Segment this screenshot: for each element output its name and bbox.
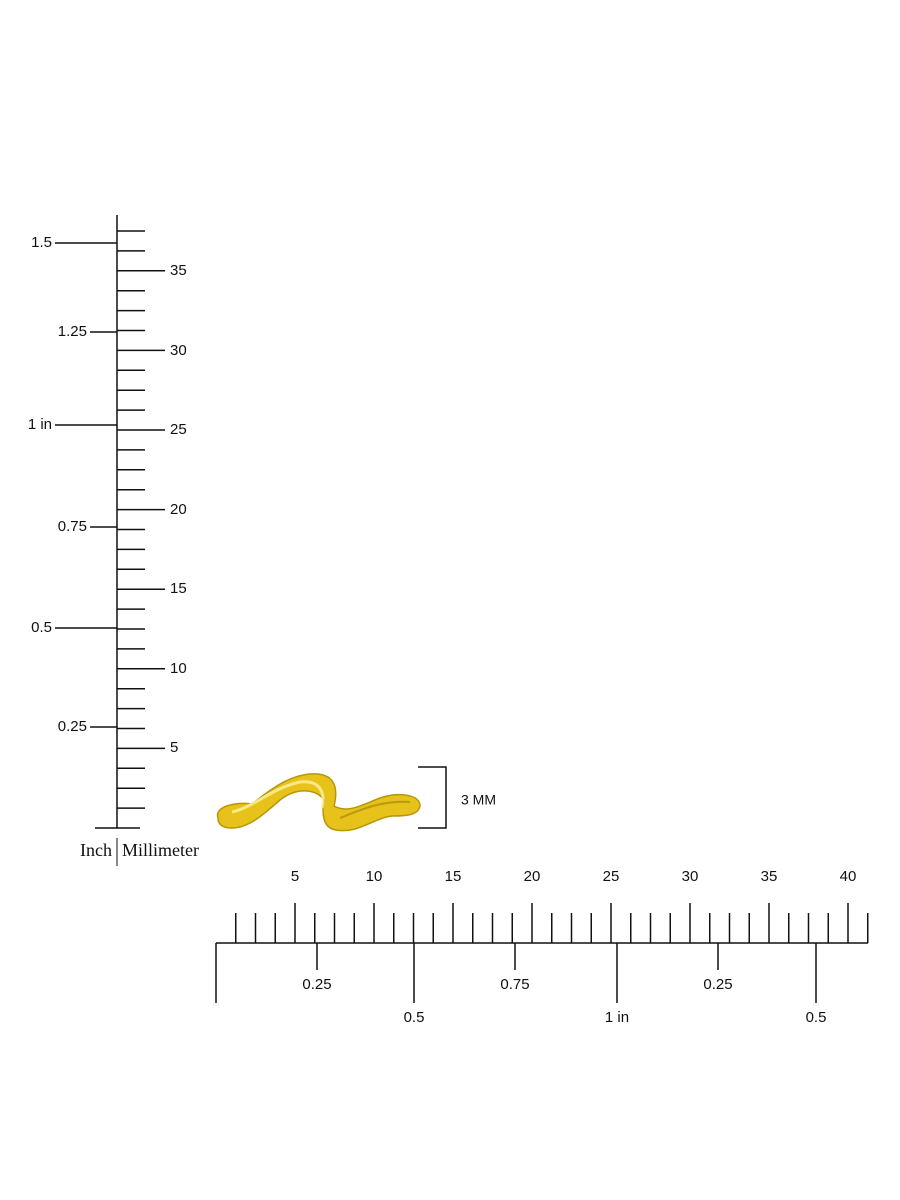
inch-label: 1 in	[605, 1009, 629, 1026]
mm-label: 5	[291, 868, 299, 885]
mm-label: 5	[170, 739, 178, 756]
inch-label: 0.25	[302, 976, 331, 993]
mm-label: 20	[170, 501, 187, 518]
inch-label: 0.5	[404, 1009, 425, 1026]
inch-label: 0.75	[58, 518, 87, 535]
inch-label: 0.5	[31, 619, 52, 636]
inch-label: 0.25	[703, 976, 732, 993]
inch-label: 0.25	[58, 718, 87, 735]
mm-caption: Millimeter	[122, 840, 199, 860]
mm-label: 30	[170, 342, 187, 359]
mm-label: 25	[603, 868, 620, 885]
mm-label: 10	[366, 868, 383, 885]
ring	[216, 773, 421, 832]
mm-label: 25	[170, 421, 187, 438]
height-label: 3 MM	[461, 792, 496, 808]
inch-label: 0.5	[806, 1009, 827, 1026]
mm-label: 30	[682, 868, 699, 885]
mm-label: 10	[170, 660, 187, 677]
mm-label: 15	[445, 868, 462, 885]
inch-label: 0.75	[500, 976, 529, 993]
inch-label: 1.25	[58, 323, 87, 340]
inch-caption: Inch	[80, 840, 112, 860]
mm-label: 15	[170, 580, 187, 597]
mm-label: 20	[524, 868, 541, 885]
inch-label: 1 in	[28, 416, 52, 433]
mm-label: 35	[170, 262, 187, 279]
mm-label: 35	[761, 868, 778, 885]
mm-label: 40	[840, 868, 857, 885]
inch-label: 1.5	[31, 234, 52, 251]
height-bracket	[418, 766, 447, 829]
